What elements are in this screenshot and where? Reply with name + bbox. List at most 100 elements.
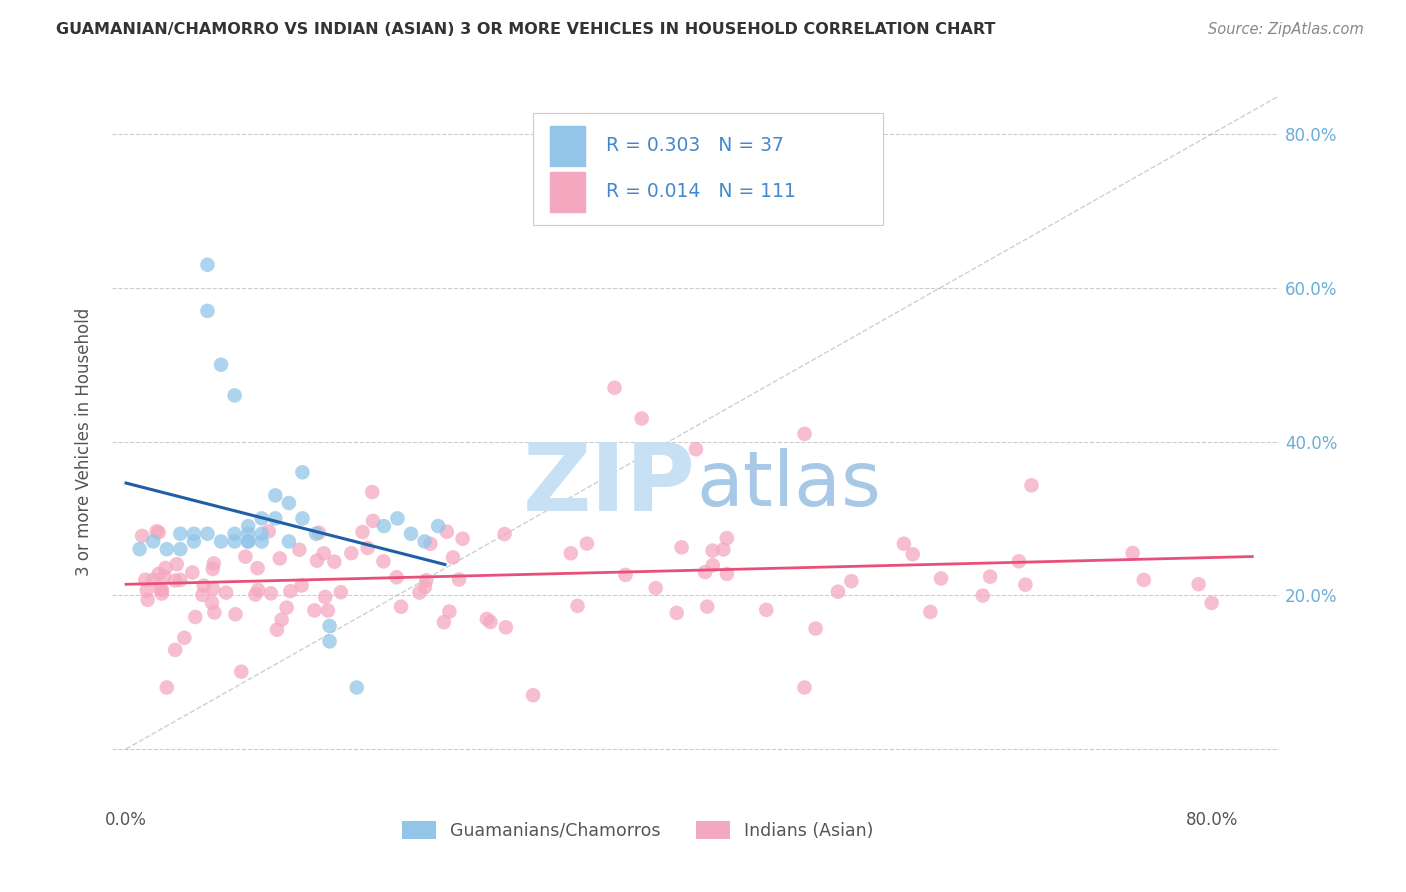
Point: [291, 511, 314, 525]
Point: [522, 688, 544, 702]
Point: [291, 465, 314, 479]
Point: [439, 605, 461, 619]
Point: [702, 543, 724, 558]
Point: [269, 551, 291, 566]
Point: [247, 582, 270, 597]
Point: [1021, 478, 1043, 492]
Point: [305, 554, 328, 568]
Point: [630, 411, 652, 425]
Text: ZIP: ZIP: [523, 439, 696, 531]
Point: [260, 586, 283, 600]
Point: [408, 585, 430, 599]
Point: [1187, 577, 1209, 591]
Point: [567, 599, 589, 613]
Point: [1014, 577, 1036, 591]
Point: [235, 549, 257, 564]
Point: [277, 496, 299, 510]
Point: [238, 534, 260, 549]
Point: [920, 605, 942, 619]
Point: [209, 534, 232, 549]
Point: [979, 569, 1001, 583]
Point: [436, 524, 458, 539]
Point: [191, 588, 214, 602]
Point: [266, 623, 288, 637]
Point: [165, 574, 187, 588]
Point: [373, 554, 395, 568]
Point: [1132, 573, 1154, 587]
Point: [145, 524, 167, 539]
Point: [131, 529, 153, 543]
Point: [142, 573, 165, 587]
Point: [148, 525, 170, 540]
Point: [238, 526, 260, 541]
Point: [893, 537, 915, 551]
Point: [224, 388, 246, 402]
Point: [716, 531, 738, 545]
Point: [716, 566, 738, 581]
Point: [387, 511, 409, 525]
Point: [169, 542, 191, 557]
Point: [318, 634, 340, 648]
Point: [148, 566, 170, 581]
Point: [202, 606, 225, 620]
Point: [231, 665, 253, 679]
Point: [413, 580, 436, 594]
Point: [197, 526, 219, 541]
Point: [156, 681, 179, 695]
Point: [135, 583, 157, 598]
Point: [134, 573, 156, 587]
Point: [197, 304, 219, 318]
Point: [711, 542, 734, 557]
Point: [169, 573, 191, 587]
Point: [685, 442, 707, 457]
Point: [250, 534, 273, 549]
Point: [929, 571, 952, 585]
Point: [665, 606, 688, 620]
Point: [183, 526, 205, 541]
Point: [614, 567, 637, 582]
Point: [804, 622, 827, 636]
Point: [166, 558, 188, 572]
Text: Source: ZipAtlas.com: Source: ZipAtlas.com: [1208, 22, 1364, 37]
Point: [385, 570, 408, 584]
Point: [250, 526, 273, 541]
Text: atlas: atlas: [696, 448, 880, 522]
Point: [415, 573, 437, 587]
Point: [238, 534, 260, 549]
Point: [224, 526, 246, 541]
Point: [495, 620, 517, 634]
Point: [202, 557, 225, 571]
Point: [702, 558, 724, 573]
Point: [479, 615, 502, 629]
Point: [201, 562, 224, 576]
Point: [361, 514, 384, 528]
Point: [202, 582, 225, 596]
Point: [173, 631, 195, 645]
FancyBboxPatch shape: [550, 126, 585, 166]
Point: [288, 542, 311, 557]
Point: [575, 536, 598, 550]
Point: [323, 555, 346, 569]
Point: [441, 550, 464, 565]
Point: [693, 565, 716, 579]
Point: [312, 546, 335, 560]
Point: [156, 542, 179, 557]
Point: [305, 526, 328, 541]
Point: [389, 599, 412, 614]
Point: [318, 619, 340, 633]
Point: [755, 603, 778, 617]
Point: [209, 358, 232, 372]
Point: [793, 426, 815, 441]
Point: [142, 534, 165, 549]
Point: [153, 569, 176, 583]
Point: [238, 519, 260, 533]
FancyBboxPatch shape: [533, 112, 883, 225]
Point: [193, 579, 215, 593]
Point: [972, 589, 994, 603]
Point: [316, 603, 339, 617]
Point: [329, 585, 352, 599]
Point: [201, 596, 224, 610]
Point: [150, 586, 173, 600]
Point: [165, 643, 187, 657]
Text: GUAMANIAN/CHAMORRO VS INDIAN (ASIAN) 3 OR MORE VEHICLES IN HOUSEHOLD CORRELATION: GUAMANIAN/CHAMORRO VS INDIAN (ASIAN) 3 O…: [56, 22, 995, 37]
